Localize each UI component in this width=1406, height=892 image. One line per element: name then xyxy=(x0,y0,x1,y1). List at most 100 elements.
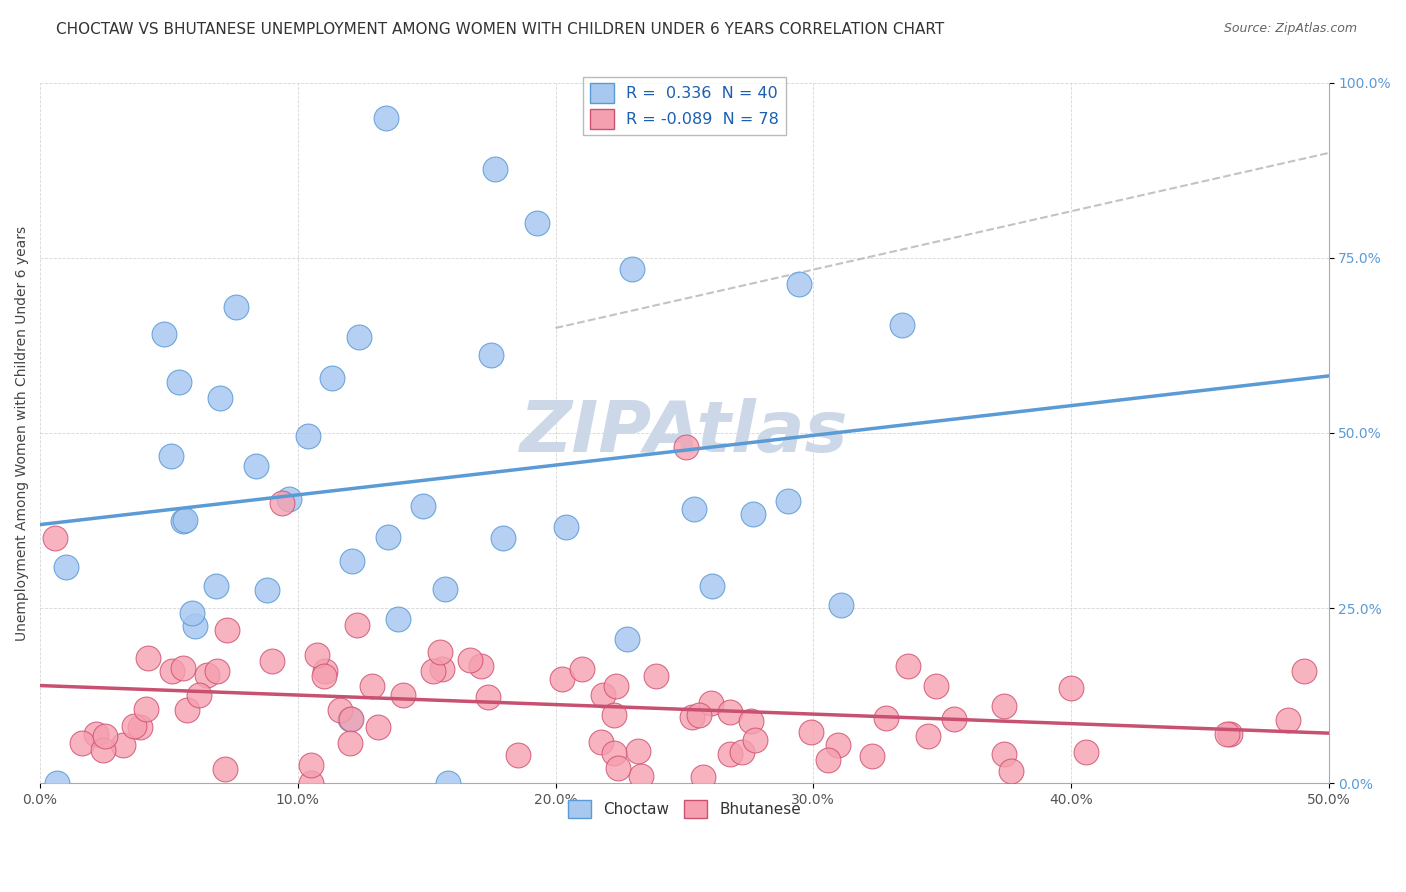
Point xyxy=(312,669,335,683)
Point xyxy=(225,300,247,314)
Point xyxy=(718,747,741,761)
Point xyxy=(297,429,319,443)
Point xyxy=(112,738,135,752)
Point xyxy=(827,738,849,752)
Point xyxy=(477,690,499,705)
Point xyxy=(925,679,948,693)
Point xyxy=(700,580,723,594)
Point xyxy=(245,459,267,474)
Point xyxy=(592,688,614,702)
Point xyxy=(346,618,368,632)
Point xyxy=(260,654,283,668)
Point xyxy=(339,712,361,726)
Point xyxy=(314,665,336,679)
Point xyxy=(360,679,382,693)
Point xyxy=(136,651,159,665)
Point xyxy=(718,705,741,719)
Point xyxy=(305,648,328,662)
Point xyxy=(377,530,399,544)
Point xyxy=(329,704,352,718)
Point xyxy=(1219,727,1241,741)
Point xyxy=(349,330,371,344)
Point xyxy=(740,714,762,728)
Point xyxy=(621,262,644,277)
Point xyxy=(321,371,343,385)
Point xyxy=(135,702,157,716)
Point xyxy=(412,499,434,513)
Point xyxy=(479,348,502,362)
Point xyxy=(299,758,322,772)
Point xyxy=(1277,713,1299,727)
Point xyxy=(172,661,194,675)
Point xyxy=(181,607,204,621)
Point xyxy=(742,507,765,521)
Point xyxy=(571,662,593,676)
Point xyxy=(993,747,1015,761)
Point xyxy=(44,531,66,545)
Y-axis label: Unemployment Among Women with Children Under 6 years: Unemployment Among Women with Children U… xyxy=(15,226,30,640)
Point xyxy=(917,729,939,743)
Point xyxy=(602,746,624,760)
Point xyxy=(367,720,389,734)
Point xyxy=(195,667,218,681)
Point xyxy=(153,327,176,342)
Point xyxy=(387,612,409,626)
Point xyxy=(778,493,800,508)
Point xyxy=(830,598,852,612)
Point xyxy=(256,582,278,597)
Point xyxy=(205,665,228,679)
Point xyxy=(605,679,627,693)
Point xyxy=(208,392,231,406)
Point xyxy=(217,623,239,637)
Point xyxy=(174,512,197,526)
Point xyxy=(484,161,506,176)
Point xyxy=(340,712,363,726)
Text: CHOCTAW VS BHUTANESE UNEMPLOYMENT AMONG WOMEN WITH CHILDREN UNDER 6 YEARS CORREL: CHOCTAW VS BHUTANESE UNEMPLOYMENT AMONG … xyxy=(56,22,945,37)
Point xyxy=(122,719,145,733)
Point xyxy=(1292,664,1315,678)
Point xyxy=(744,733,766,747)
Point xyxy=(128,720,150,734)
Point xyxy=(86,727,108,741)
Point xyxy=(627,744,650,758)
Point xyxy=(603,708,626,723)
Point xyxy=(692,770,714,784)
Point xyxy=(526,216,548,230)
Point xyxy=(875,711,897,725)
Point xyxy=(339,736,361,750)
Point xyxy=(176,703,198,717)
Point xyxy=(555,520,578,534)
Point xyxy=(340,554,363,568)
Point xyxy=(422,665,444,679)
Point xyxy=(46,776,69,790)
Point xyxy=(1216,726,1239,740)
Point xyxy=(897,659,920,673)
Point xyxy=(55,560,77,574)
Point xyxy=(172,514,194,528)
Point xyxy=(817,753,839,767)
Point xyxy=(299,776,322,790)
Point xyxy=(187,689,209,703)
Point xyxy=(159,450,181,464)
Point xyxy=(675,440,697,454)
Point xyxy=(430,662,453,676)
Point xyxy=(184,619,207,633)
Point xyxy=(787,277,810,292)
Point xyxy=(458,653,481,667)
Point xyxy=(214,763,236,777)
Point xyxy=(700,696,723,710)
Point xyxy=(429,645,451,659)
Text: ZIPAtlas: ZIPAtlas xyxy=(520,399,849,467)
Point xyxy=(437,776,460,790)
Point xyxy=(630,769,652,783)
Point xyxy=(551,672,574,686)
Point xyxy=(91,743,114,757)
Point xyxy=(72,736,94,750)
Point xyxy=(681,710,703,724)
Point xyxy=(160,665,183,679)
Point xyxy=(731,745,754,759)
Point xyxy=(492,531,515,545)
Point xyxy=(682,502,704,516)
Point xyxy=(860,748,883,763)
Point xyxy=(433,582,456,596)
